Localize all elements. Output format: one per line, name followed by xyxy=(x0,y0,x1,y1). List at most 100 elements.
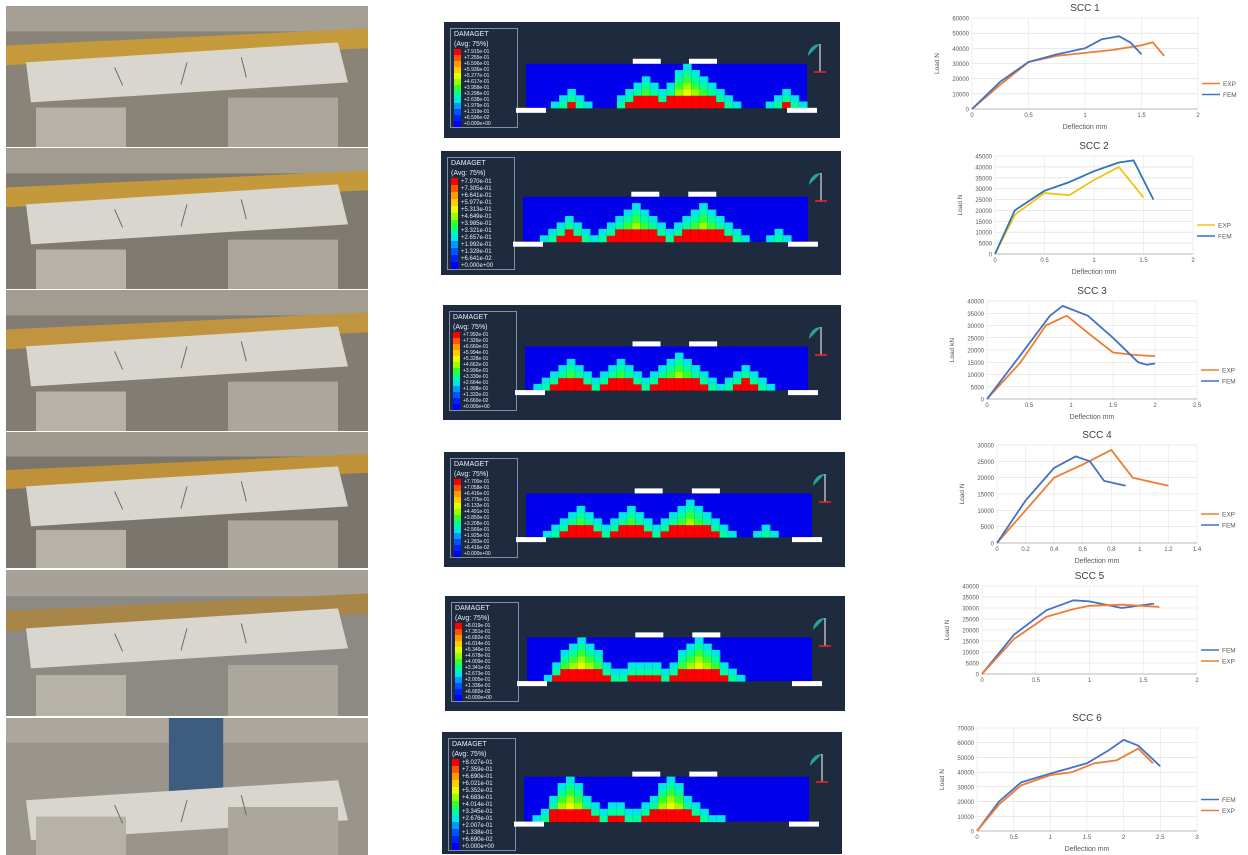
damage-cell xyxy=(658,365,667,372)
fea-legend-value: +0.000e+00 xyxy=(463,404,490,410)
load-plate-right xyxy=(689,771,718,777)
testing-frame xyxy=(168,718,224,794)
fea-legend-swatch xyxy=(454,491,461,497)
damage-cell xyxy=(677,505,687,513)
damage-cell xyxy=(627,662,637,670)
damage-cell xyxy=(658,808,667,816)
x-tick-label: 0.5 xyxy=(1024,113,1033,119)
damage-cell xyxy=(641,95,651,103)
series-line-exp xyxy=(976,747,1154,832)
damage-cell xyxy=(699,88,709,96)
damage-cell xyxy=(703,643,712,651)
series-line-fem xyxy=(994,159,1155,255)
fea-legend-row: +6.660e-02 xyxy=(450,398,516,404)
damage-cell xyxy=(677,649,687,657)
damage-cell xyxy=(683,815,693,823)
damage-cell xyxy=(699,383,709,391)
damage-cell xyxy=(658,377,667,385)
damage-cell xyxy=(694,518,704,526)
damage-cell xyxy=(610,518,620,526)
damage-cell xyxy=(715,235,725,243)
damage-cell xyxy=(790,95,800,103)
axis-triad xyxy=(810,754,822,766)
fea-legend-value: +2.566e-01 xyxy=(464,527,490,533)
damage-cell xyxy=(707,222,717,230)
damage-cell xyxy=(674,365,684,372)
damage-cell xyxy=(615,215,625,223)
damage-cell xyxy=(699,82,709,90)
lab-wall xyxy=(6,570,368,597)
fea-legend-swatch xyxy=(454,79,461,85)
fea-legend-row: +0.000e+00 xyxy=(448,262,514,269)
fea-legend-swatch xyxy=(454,103,461,109)
damage-cell xyxy=(583,371,593,379)
damage-cell xyxy=(699,95,709,103)
fea-legend-value: +3.985e-01 xyxy=(461,220,492,227)
fea-legend-row: +5.346e-01 xyxy=(452,647,518,653)
support-plate-left xyxy=(515,390,545,396)
damage-cell xyxy=(540,808,550,816)
damage-cell xyxy=(652,524,662,532)
y-tick-label: 10000 xyxy=(957,815,974,821)
damage-cell xyxy=(666,776,676,784)
damage-cell xyxy=(716,383,726,391)
fea-legend-value: +0.000e+00 xyxy=(461,262,494,269)
damage-cell xyxy=(593,518,603,526)
damage-cell xyxy=(691,95,701,103)
damage-cell xyxy=(686,649,696,657)
fea-legend-row: +1.998e-01 xyxy=(450,386,516,392)
damage-cell xyxy=(601,530,611,538)
y-axis-label: Load N xyxy=(959,483,966,504)
fea-legend-value: +6.682e-01 xyxy=(465,635,491,641)
load-plate-right xyxy=(688,191,717,197)
damage-cell xyxy=(677,530,687,538)
x-tick-label: 1.5 xyxy=(1139,258,1148,264)
x-tick-label: 1 xyxy=(1092,258,1096,264)
damage-cell xyxy=(700,808,709,816)
damage-cell xyxy=(565,795,575,803)
damage-cell xyxy=(576,512,586,519)
damage-cell xyxy=(608,383,618,391)
damage-cell xyxy=(658,815,667,823)
damage-cell xyxy=(685,499,695,507)
load-plate-right xyxy=(692,632,721,638)
damage-cell xyxy=(674,815,684,823)
fea-legend-row: +0.000e+00 xyxy=(450,404,516,410)
axis-triad xyxy=(813,474,825,486)
damage-cell xyxy=(584,512,594,519)
damage-cell xyxy=(644,674,654,682)
damage-cell xyxy=(615,235,625,243)
damage-cell xyxy=(691,365,701,372)
damage-cell xyxy=(652,668,662,676)
damage-cell xyxy=(682,228,692,236)
damage-cell xyxy=(694,656,704,663)
fea-legend-value: +5.936e-01 xyxy=(464,67,490,73)
damage-cell xyxy=(683,795,693,803)
damage-cell xyxy=(626,512,636,519)
y-tick-label: 5000 xyxy=(966,662,980,668)
y-tick-label: 30000 xyxy=(967,324,984,330)
damage-cell xyxy=(666,358,676,366)
damage-cell xyxy=(733,377,742,385)
damage-cell xyxy=(635,524,645,532)
damage-cell xyxy=(683,76,692,84)
damage-cell xyxy=(666,783,676,790)
damage-cell xyxy=(674,70,684,77)
damage-cell xyxy=(733,383,742,391)
fea-legend-value: +7.326e-01 xyxy=(463,338,489,344)
damage-cell xyxy=(618,524,628,532)
y-tick-label: 45000 xyxy=(975,155,992,161)
damage-cell xyxy=(694,674,704,682)
fea-legend-value: +6.690e-02 xyxy=(462,836,493,843)
damage-cell xyxy=(707,101,717,109)
fea-legend-value: +1.338e-01 xyxy=(462,829,493,836)
damage-cell xyxy=(631,215,641,223)
damage-cell xyxy=(566,377,576,385)
damage-cell xyxy=(577,643,587,651)
fea-legend-row: +7.305e-01 xyxy=(448,185,514,192)
damage-cell xyxy=(558,383,568,391)
fea-legend-row: +6.021e-01 xyxy=(449,780,515,787)
fea-legend-row: +4.662e-01 xyxy=(450,362,516,368)
fea-legend-row: +3.996e-01 xyxy=(450,368,516,374)
damage-cell xyxy=(649,377,659,385)
